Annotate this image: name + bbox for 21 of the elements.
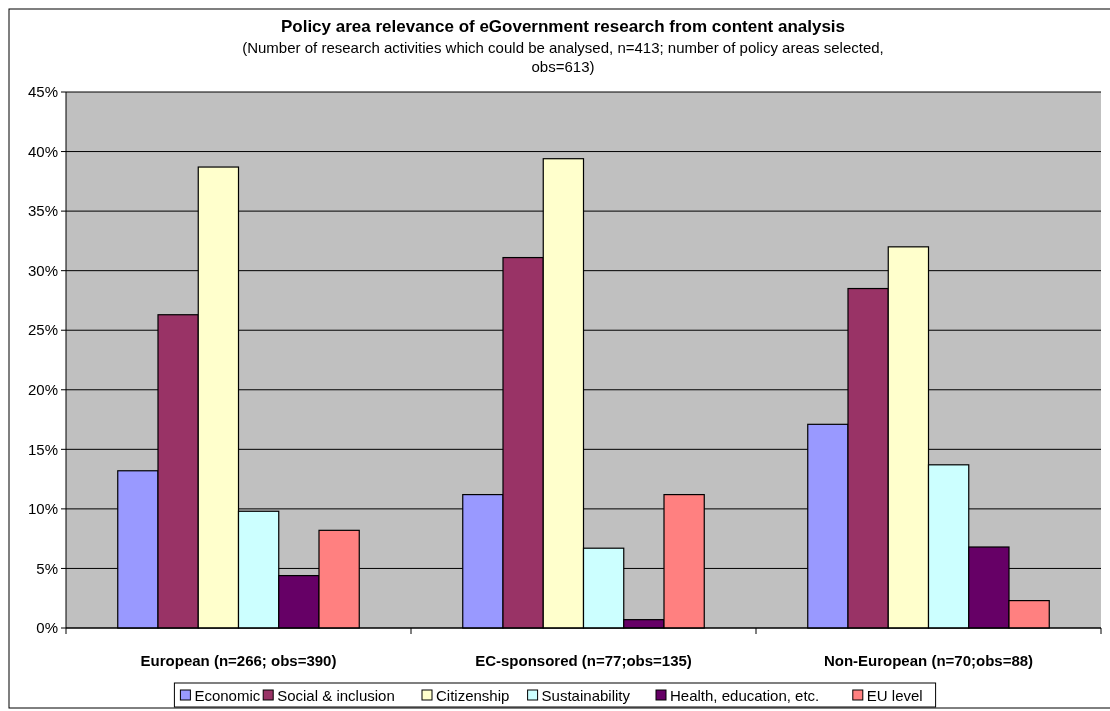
y-tick-label: 45% <box>27 83 58 101</box>
y-tick-label: 20% <box>27 381 58 399</box>
y-tick-label: 15% <box>27 440 58 458</box>
legend-label: Economic <box>194 687 261 705</box>
legend-label: Social & inclusion <box>277 687 395 705</box>
x-tick-label: Non-European (n=70;obs=88) <box>823 652 1034 669</box>
y-tick-label: 40% <box>27 142 58 160</box>
chart-subtitle: (Number of research activities which could be analysed, n=413; number of policy areas selected, obs=613) <box>241 38 885 76</box>
legend-label: Citizenship <box>436 687 510 705</box>
y-tick-label: 5% <box>36 559 58 577</box>
y-tick-label: 0% <box>36 619 58 637</box>
x-tick-label: European (n=266; obs=390) <box>140 652 337 669</box>
legend-label: Sustainability <box>541 687 631 705</box>
y-tick-label: 30% <box>27 261 58 279</box>
y-tick-label: 25% <box>27 321 58 339</box>
y-tick-label: 10% <box>27 500 58 518</box>
legend-label: Health, education, etc. <box>670 687 820 705</box>
chart-title: Policy area relevance of eGovernment research from content analysis <box>280 17 846 36</box>
legend-label: EU level <box>866 687 923 705</box>
y-tick-label: 35% <box>27 202 58 220</box>
x-tick-label: EC-sponsored (n=77;obs=135) <box>475 652 692 669</box>
